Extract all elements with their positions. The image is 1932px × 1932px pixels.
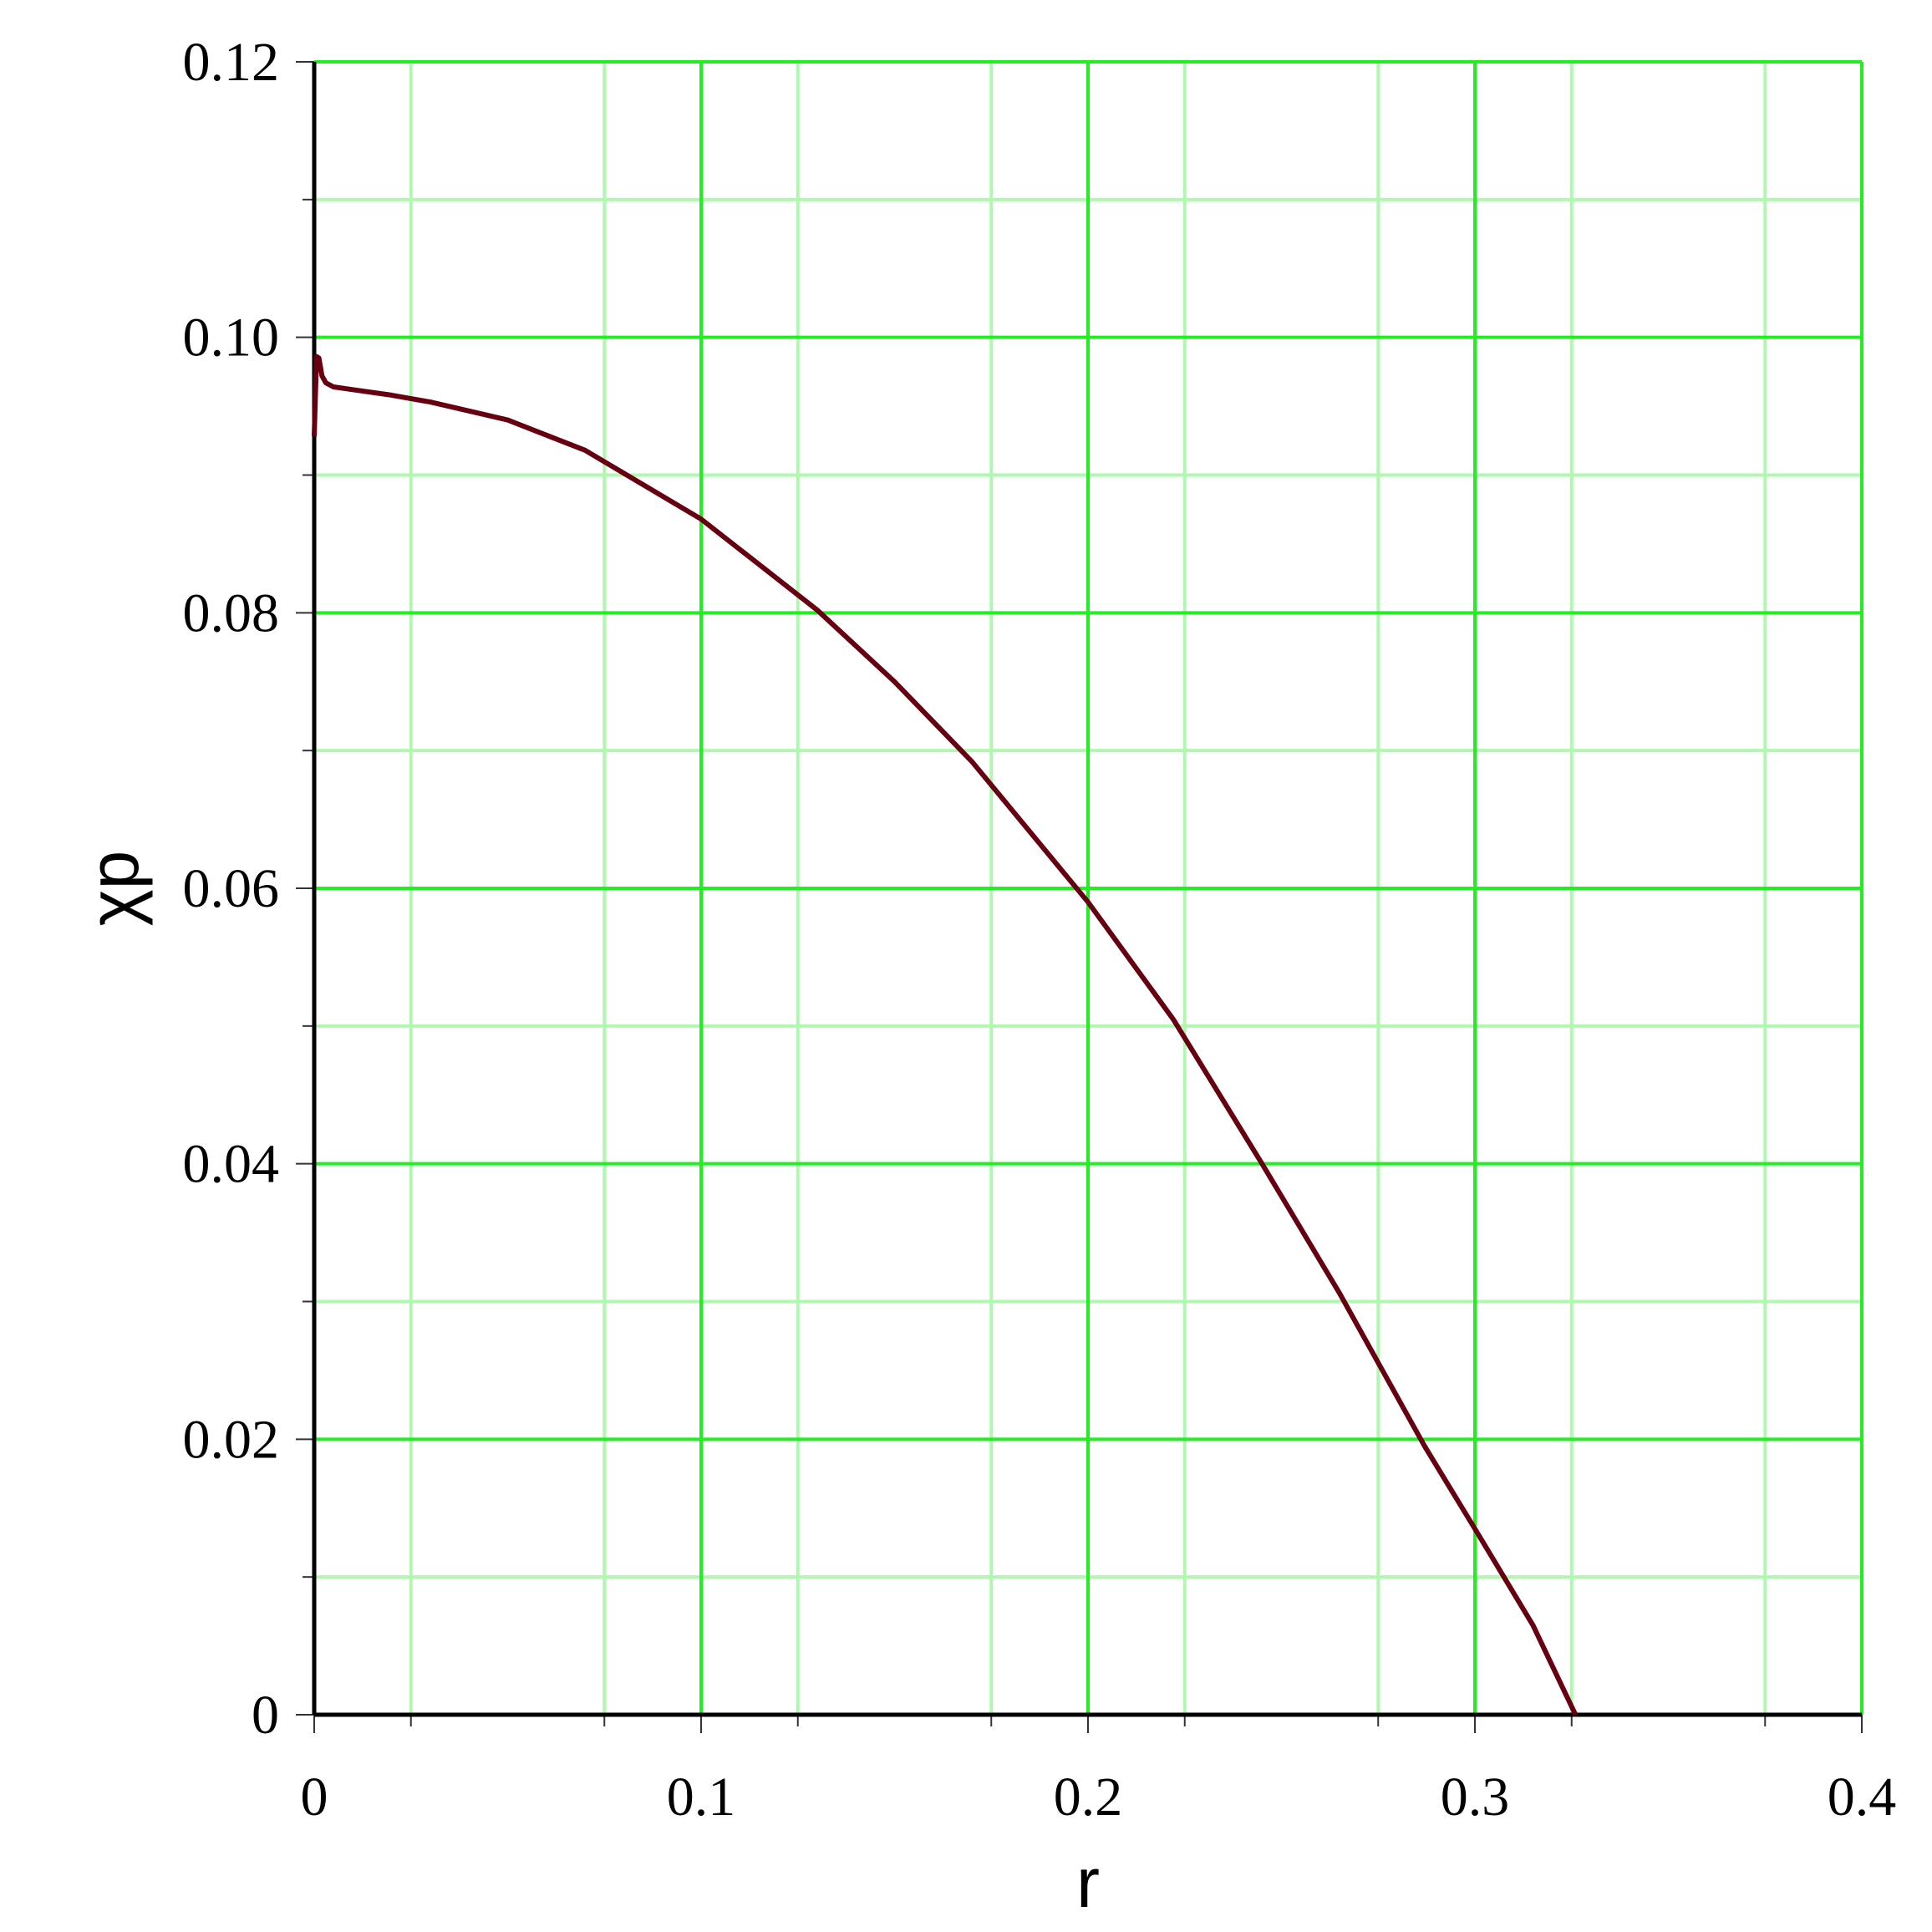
x-tick-label: 0.2 — [1054, 1767, 1123, 1828]
x-tick-label: 0.3 — [1441, 1767, 1510, 1828]
y-tick-label: 0.04 — [183, 1134, 280, 1195]
x-tick-label: 0.4 — [1828, 1767, 1897, 1828]
x-tick-label: 0 — [301, 1767, 328, 1828]
y-tick-label: 0.02 — [183, 1409, 280, 1470]
y-axis-label: χp — [74, 851, 153, 927]
y-tick-label: 0.06 — [183, 858, 280, 919]
y-tick-label: 0.12 — [183, 32, 280, 93]
y-tick-label: 0.10 — [183, 308, 280, 369]
x-tick-label: 0.1 — [667, 1767, 736, 1828]
x-axis-label: r — [1076, 1843, 1100, 1922]
grid — [314, 60, 1863, 1715]
axes — [296, 61, 1863, 1733]
y-tick-label: 0.08 — [183, 582, 280, 643]
series-line — [312, 353, 1579, 1716]
tick-labels: 0 0.1 0.2 0.3 0.4 0 0.02 0.04 0.06 0.08 0.10 0.12 — [183, 32, 1897, 1828]
y-tick-label: 0 — [252, 1685, 279, 1746]
